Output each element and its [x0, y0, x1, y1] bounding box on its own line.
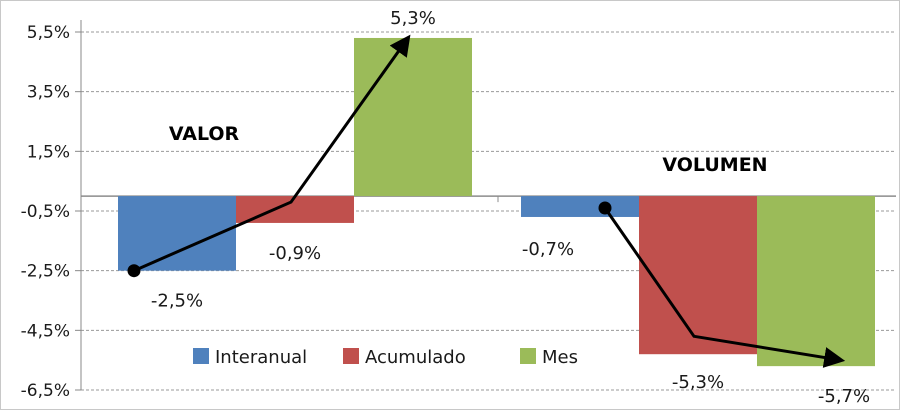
trend-arrow-volumen — [603, 207, 846, 368]
y-tick-label: 1,5% — [27, 142, 70, 162]
data-label: -2,5% — [151, 291, 203, 312]
bars — [118, 37, 875, 367]
legend-swatch-acumulado — [343, 348, 359, 364]
y-tick-label: 3,5% — [27, 83, 70, 103]
data-label: -0,7% — [522, 239, 574, 260]
group-label-volumen: VOLUMEN — [662, 154, 767, 176]
legend: Interanual Acumulado Mes — [193, 347, 578, 368]
trend-start-dot — [598, 201, 612, 215]
group-label-valor: VALOR — [169, 123, 240, 145]
data-label: -5,3% — [672, 372, 724, 393]
data-label: -0,9% — [269, 243, 321, 264]
y-tick-label: -0,5% — [21, 202, 70, 222]
trend-arrow-valor — [133, 34, 411, 273]
legend-label-interanual: Interanual — [215, 347, 307, 368]
y-tick-label: -6,5% — [21, 381, 70, 401]
legend-swatch-mes — [520, 348, 536, 364]
bar-volumen-interanual — [521, 196, 639, 217]
bar-valor-mes — [354, 37, 472, 197]
legend-label-acumulado: Acumulado — [365, 347, 466, 368]
y-tick-label: -2,5% — [21, 262, 70, 282]
trend-arrows — [127, 34, 846, 368]
trend-start-dot — [127, 264, 141, 278]
data-labels: -2,5% -0,9% 5,3% -0,7% -5,3% -5,7% VALOR VOLUME… — [151, 8, 870, 407]
legend-swatch-interanual — [193, 348, 209, 364]
bar-volumen-mes — [757, 196, 875, 367]
legend-label-mes: Mes — [542, 347, 578, 368]
y-axis: 5,5% 3,5% 1,5% -0,5% -2,5% -4,5% -6,5% — [21, 20, 82, 401]
y-tick-label: 5,5% — [27, 23, 70, 43]
data-label: 5,3% — [390, 8, 436, 29]
bar-volumen-acumulado — [639, 196, 757, 355]
y-tick-label: -4,5% — [21, 321, 70, 341]
data-label: -5,7% — [818, 386, 870, 407]
